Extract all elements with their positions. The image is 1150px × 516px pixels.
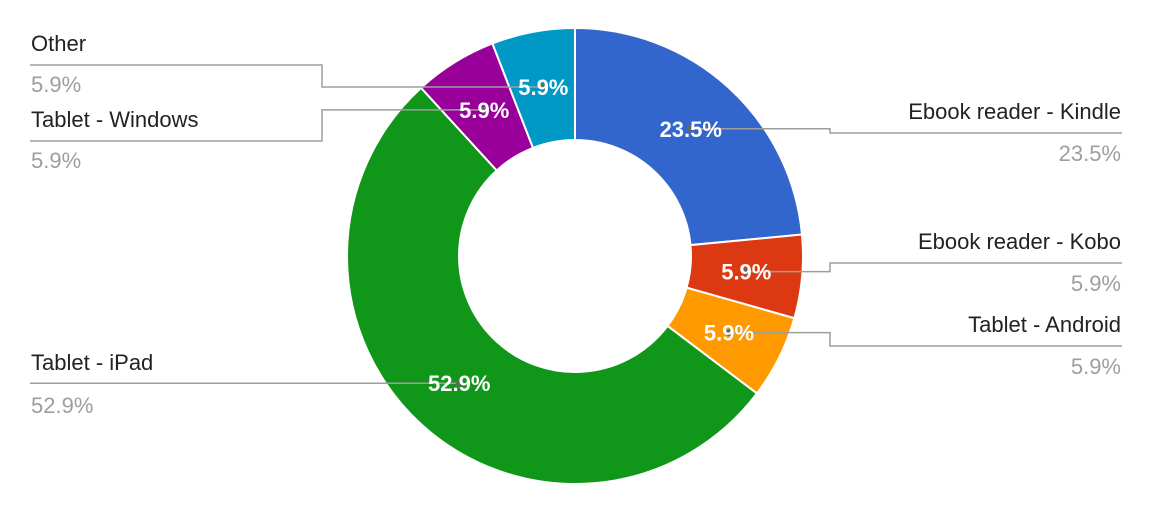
category-value-label-ebook-reader-kindle: 23.5% bbox=[1059, 141, 1121, 166]
leader-dot-tablet-windows bbox=[480, 106, 488, 114]
leader-line-other bbox=[30, 64, 544, 88]
category-label-ebook-reader-kobo: Ebook reader - Kobo bbox=[918, 229, 1121, 254]
leader-dot-other bbox=[539, 83, 547, 91]
leader-line-ebook-reader-kobo bbox=[746, 262, 1122, 273]
category-label-other: Other bbox=[31, 31, 86, 56]
slice-value-label-tablet-windows: 5.9% bbox=[459, 98, 509, 123]
slice-value-label-other: 5.9% bbox=[518, 75, 568, 100]
leader-dot-ebook-reader-kobo bbox=[742, 268, 750, 276]
leader-line-ebook-reader-kindle bbox=[690, 128, 1122, 134]
slice-value-label-tablet-android: 5.9% bbox=[704, 321, 754, 346]
slices-layer bbox=[346, 26, 804, 485]
leader-dot-ebook-reader-kindle bbox=[687, 125, 695, 133]
labels-layer: 23.5% Ebook reader - Kindle 23.5% 5.9% Ebook… bbox=[31, 31, 1121, 418]
category-value-label-tablet-ipad: 52.9% bbox=[31, 393, 93, 418]
category-label-tablet-ipad: Tablet - iPad bbox=[31, 350, 153, 375]
leaders-layer bbox=[30, 64, 1122, 387]
category-label-tablet-android: Tablet - Android bbox=[968, 312, 1121, 337]
leader-dot-tablet-ipad bbox=[455, 379, 463, 387]
category-value-label-tablet-android: 5.9% bbox=[1071, 354, 1121, 379]
category-value-label-tablet-windows: 5.9% bbox=[31, 148, 81, 173]
leader-line-tablet-windows bbox=[30, 109, 485, 142]
category-label-tablet-windows: Tablet - Windows bbox=[31, 107, 199, 132]
slice-ebook-reader-kindle bbox=[574, 26, 804, 247]
category-value-label-other: 5.9% bbox=[31, 72, 81, 97]
slice-value-label-ebook-reader-kindle: 23.5% bbox=[660, 117, 722, 142]
slice-value-label-tablet-ipad: 52.9% bbox=[428, 371, 490, 396]
category-value-label-ebook-reader-kobo: 5.9% bbox=[1071, 271, 1121, 296]
slice-tablet-ipad bbox=[346, 86, 759, 485]
leader-line-tablet-android bbox=[728, 331, 1122, 347]
slice-other bbox=[491, 26, 576, 150]
category-label-ebook-reader-kindle: Ebook reader - Kindle bbox=[908, 99, 1121, 124]
slice-value-label-ebook-reader-kobo: 5.9% bbox=[721, 260, 771, 285]
leader-dot-tablet-android bbox=[725, 329, 733, 337]
